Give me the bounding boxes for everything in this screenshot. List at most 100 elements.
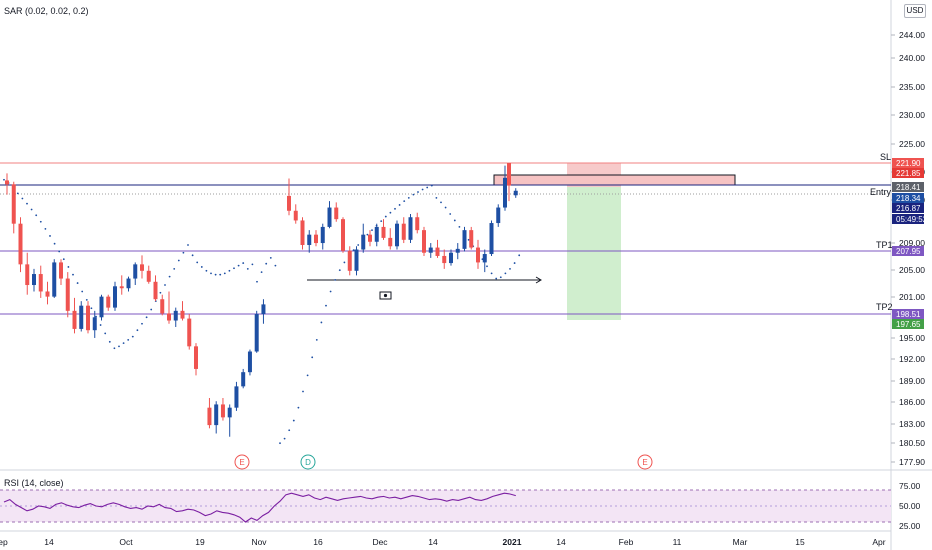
- sar-dot: [177, 259, 180, 262]
- tp2-level-label: TP2: [876, 302, 893, 312]
- candle-body: [347, 250, 352, 271]
- sar-dot: [159, 291, 162, 294]
- candle-body: [327, 207, 332, 227]
- sar-dot: [168, 275, 171, 278]
- time-tick-label: 14: [44, 537, 54, 547]
- take-profit-zone[interactable]: [567, 187, 621, 320]
- candle-body: [300, 220, 305, 245]
- price-label-tag: [892, 214, 924, 224]
- sar-dot: [513, 262, 516, 264]
- sar-dot: [118, 345, 120, 348]
- sar-dot: [274, 264, 277, 267]
- candle-body: [153, 281, 158, 300]
- sar-dot: [449, 213, 452, 215]
- sar-dot: [196, 261, 199, 264]
- time-tick-label: 15: [795, 537, 805, 547]
- sar-indicator-label[interactable]: SAR (0.02, 0.02, 0.2): [4, 6, 89, 16]
- camera-icon[interactable]: [379, 291, 392, 300]
- sar-dot: [99, 324, 102, 326]
- sar-dot: [136, 329, 139, 332]
- time-tick-label: Apr: [872, 537, 885, 547]
- projection-arrow-head: [535, 276, 542, 284]
- sar-dot: [108, 340, 111, 343]
- candle-body: [106, 296, 111, 308]
- time-tick-label: 14: [556, 537, 566, 547]
- candle-body: [234, 386, 239, 408]
- sar-dot: [518, 254, 521, 257]
- sar-dot: [85, 298, 88, 301]
- candle-body: [119, 286, 124, 289]
- sar-dot: [453, 219, 456, 222]
- sar-dot: [412, 193, 415, 196]
- candles: [5, 163, 518, 437]
- sar-dot: [315, 338, 318, 341]
- sar-dot: [223, 272, 226, 275]
- time-tick-label: Nov: [251, 537, 267, 547]
- sar-dot: [21, 197, 24, 200]
- supply-rectangle[interactable]: [493, 174, 736, 186]
- rsi-indicator-label[interactable]: RSI (14, close): [4, 478, 64, 488]
- sar-dot: [30, 208, 33, 211]
- price-tick-label: 195.00: [899, 333, 925, 343]
- time-tick-label: 11: [673, 537, 682, 547]
- price-label-tag: [892, 158, 924, 168]
- sar-dot: [205, 269, 208, 272]
- sar-dot: [384, 215, 387, 218]
- time-tick-label: Mar: [733, 537, 748, 547]
- candle-body: [341, 219, 345, 251]
- candle-body: [187, 318, 192, 347]
- sar-dot: [58, 250, 61, 253]
- sar-dot: [62, 258, 65, 261]
- price-label-text: 221.85: [896, 169, 921, 178]
- candle-body: [442, 255, 447, 264]
- sar-dot: [297, 406, 300, 409]
- event-marker: [637, 454, 653, 470]
- sar-dot: [334, 278, 337, 281]
- candle-body: [449, 252, 453, 264]
- sar-dot: [394, 207, 396, 210]
- sar-dot: [191, 254, 194, 257]
- sar-dot: [237, 264, 240, 267]
- price-label-text: 221.90: [896, 159, 921, 168]
- sar-dot: [90, 307, 93, 310]
- sar-dot: [371, 229, 373, 232]
- candle-body: [11, 184, 16, 224]
- price-label-tag: [892, 319, 924, 329]
- candle-body: [133, 264, 138, 279]
- sar-dot: [173, 267, 176, 270]
- candle-body: [45, 291, 50, 297]
- price-label-tag: [892, 168, 924, 178]
- candle-body: [476, 247, 480, 263]
- sar-dot: [131, 335, 134, 338]
- candle-body: [52, 262, 57, 297]
- candle-body: [354, 249, 359, 271]
- sar-dot: [72, 273, 74, 276]
- candle-body: [415, 217, 420, 231]
- price-label-tag: [892, 193, 924, 203]
- sar-dot: [145, 316, 148, 319]
- currency-badge[interactable]: USD: [904, 4, 926, 18]
- sar-dot: [141, 322, 143, 325]
- sar-dot: [200, 266, 203, 268]
- time-axis[interactable]: ep 14 Oct 19 Nov 16 Dec 14 2021 14 Feb 11 Mar 15 Apr: [0, 537, 886, 547]
- sar-dot: [509, 267, 511, 270]
- candle-body: [469, 230, 474, 248]
- sar-dot: [113, 347, 116, 350]
- sar-dot: [233, 267, 235, 270]
- sar-dot: [352, 249, 355, 252]
- candle-body: [18, 223, 23, 265]
- candle-body: [38, 274, 43, 292]
- rsi-line[interactable]: [3, 492, 516, 523]
- price-axis[interactable]: 244.00240.00235.00230.00225.00220.00215.…: [891, 30, 925, 467]
- candle-body: [489, 223, 494, 255]
- candle-body: [5, 180, 9, 185]
- candle-body: [241, 372, 246, 387]
- sar-dot: [421, 188, 424, 191]
- sar-dot: [426, 186, 429, 189]
- rsi-tick-label: 25.00: [899, 521, 921, 531]
- candle-body: [214, 404, 219, 426]
- price-label-text: 218.41: [896, 183, 921, 192]
- sar-dot: [265, 262, 268, 265]
